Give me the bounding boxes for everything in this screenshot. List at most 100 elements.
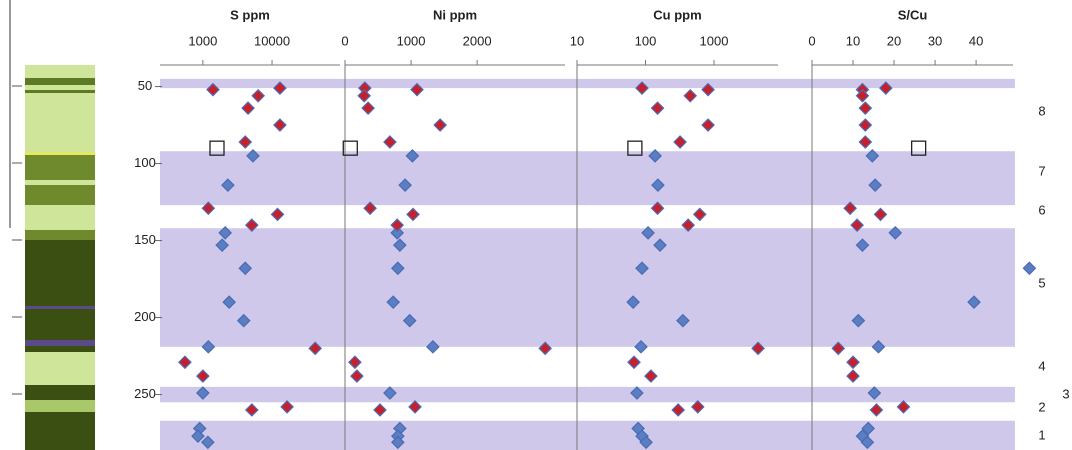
point-diamond [406,207,420,222]
point-diamond [650,201,665,216]
point-diamond [201,339,216,354]
point-diamond [860,435,875,450]
point-diamond [630,386,644,400]
layer [25,240,95,352]
x-tick-label: 0 [341,33,348,48]
point-diamond [846,369,860,383]
point-diamond [215,238,230,253]
point-diamond [196,386,210,400]
x-tick-label: 10000 [254,33,290,48]
layer [25,385,95,400]
point-diamond [410,82,424,97]
point-diamond [391,261,405,276]
point-diamond [241,101,255,115]
point-diamond [191,429,205,443]
point-diamond [350,369,364,383]
point-diamond [206,82,220,97]
point-diamond [390,226,405,240]
layer [25,185,95,205]
point-diamond [363,201,377,216]
point-diamond [383,135,397,149]
point-diamond [865,149,880,163]
x-tick-label: 10 [846,33,860,48]
x-tick-label: 10 [570,33,584,48]
point-diamond [280,400,294,414]
point-diamond [843,201,857,216]
point-diamond [855,238,870,253]
panel-title: S ppm [230,7,270,22]
point-diamond [273,81,287,95]
layer [25,78,95,85]
layer [25,340,95,346]
point-diamond [200,435,215,450]
point-diamond [681,218,696,233]
point-diamond [676,313,690,328]
layer [25,155,95,180]
point-diamond [634,339,648,354]
point-diamond [273,118,287,132]
point-diamond [408,400,422,414]
y-tick-label: 200 [134,309,156,324]
point-diamond [858,101,873,115]
point-diamond [236,313,251,328]
point-diamond [402,313,417,328]
point-diamond [538,341,553,356]
point-diamond [238,135,253,149]
point-diamond [651,178,665,192]
point-diamond [201,201,216,216]
point-diamond [218,226,233,240]
point-diamond [244,403,259,417]
point-diamond [196,369,210,383]
point-diamond [626,295,640,310]
point-diamond [831,341,846,356]
point-diamond [690,400,705,414]
point-diamond [348,355,362,370]
zone-label: 8 [1038,103,1045,118]
zone-label: 4 [1038,358,1045,373]
point-diamond [858,118,873,132]
point-diamond [871,339,886,354]
point-diamond [178,355,192,370]
point-diamond [888,226,903,240]
zone-band [160,386,1015,403]
x-tick-label: 2000 [463,33,492,48]
layer [25,412,95,450]
point-square [209,140,225,156]
layer [25,90,95,93]
x-tick-label: 1000 [397,33,426,48]
point-diamond [648,149,662,163]
point-diamond [701,118,715,132]
point-diamond [653,238,667,253]
y-tick-label: 50 [138,78,152,93]
point-diamond [867,386,882,400]
point-square [911,140,927,156]
point-diamond [246,149,260,163]
zone-band [160,78,1015,89]
panel-title: Ni ppm [433,7,477,22]
point-diamond [650,101,665,115]
point-diamond [967,295,981,310]
point-diamond [373,403,387,417]
point-diamond [692,207,707,222]
point-diamond [673,135,687,149]
point-diamond [391,435,405,450]
point-diamond [855,88,870,103]
layer [25,152,95,155]
x-tick-label: 30 [928,33,942,48]
zone-label: 1 [1038,427,1045,442]
point-diamond [861,421,876,436]
point-diamond [390,218,405,233]
zone-label: 2 [1038,399,1045,414]
x-tick-label: 100 [635,33,657,48]
point-diamond [627,355,641,370]
x-tick-label: 1000 [188,33,217,48]
panel-title: S/Cu [898,7,928,22]
zone-label: 5 [1038,275,1045,290]
point-diamond [868,178,883,192]
zone-label: 6 [1038,202,1045,217]
x-tick-label: 1000 [700,33,729,48]
x-tick-label: 0 [808,33,815,48]
point-diamond [896,400,911,414]
point-diamond [701,82,715,97]
